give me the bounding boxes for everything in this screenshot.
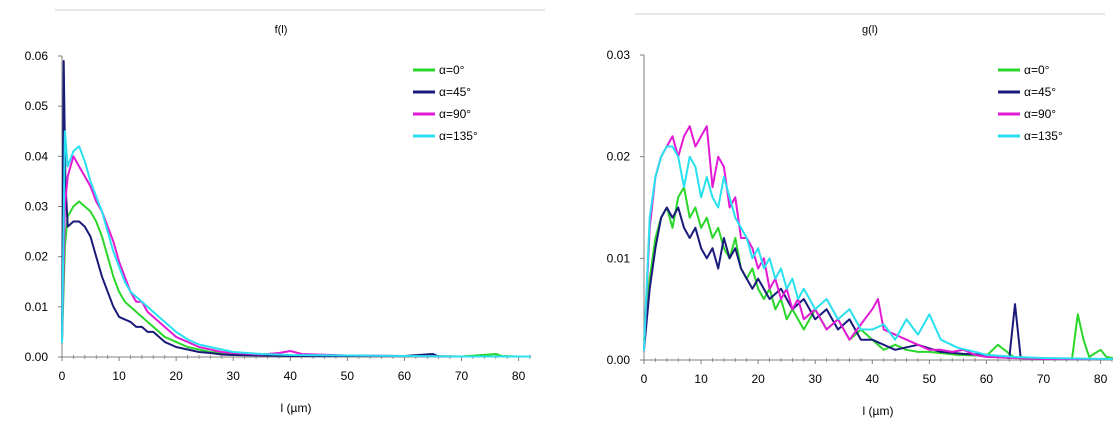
series-line-alpha-45 [61,60,531,358]
x-tick-label: 80 [1094,372,1108,386]
x-axis-label: l (µm) [863,404,894,418]
legend-label: α=45° [439,85,471,99]
x-tick-label: 60 [980,372,994,386]
y-tick-label: 0.04 [25,149,49,163]
x-tick-label: 80 [512,369,526,383]
y-tick-label: 0.02 [607,150,631,164]
y-tick-label: 0.01 [607,251,631,265]
series-line-alpha-0 [61,200,531,358]
x-tick-label: 30 [809,372,823,386]
y-tick-label: 0.06 [25,49,49,63]
x-tick-label: 40 [284,369,298,383]
x-tick-label: 60 [398,369,412,383]
series-line-alpha-135 [61,130,531,358]
x-tick-label: 70 [1037,372,1051,386]
chart-panel-f: f(l) 0.00 0.01 0.02 0.03 0.04 0.05 0.06 0 10 20 30 4… [25,9,545,415]
x-tick-label: 70 [455,369,469,383]
x-tick-label: 40 [866,372,880,386]
chart-panel-g: g(l) 0.00 0.01 0.02 0.03 0 10 20 30 40 50 60 70 80 l (… [607,13,1113,418]
legend: α=0° α=45° α=90° α=135° [413,63,478,143]
chart-title: g(l) [862,24,878,36]
series-line-alpha-90 [643,125,1113,360]
x-tick-label: 10 [694,372,708,386]
x-tick-label: 30 [227,369,241,383]
series-line-alpha-135 [643,145,1113,360]
series-line-alpha-45 [643,206,1113,360]
x-tick-label: 10 [112,369,126,383]
legend-label: α=90° [1024,107,1056,121]
legend-label: α=45° [1024,85,1056,99]
legend-label: α=90° [439,107,471,121]
y-tick-label: 0.01 [25,300,49,314]
x-tick-label: 50 [341,369,355,383]
legend-label: α=0° [439,63,465,77]
x-axis-label: l (µm) [281,401,312,415]
x-tick-label: 0 [641,372,648,386]
y-tick-label: 0.03 [25,200,49,214]
y-tick-label: 0.02 [25,250,49,264]
series-line-alpha-90 [61,155,531,358]
legend-label: α=135° [439,129,478,143]
y-tick-label: 0.00 [25,350,49,364]
legend-label: α=135° [1024,129,1063,143]
y-tick-label: 0.05 [25,99,49,113]
x-tick-label: 0 [59,369,66,383]
legend-label: α=0° [1024,63,1050,77]
x-tick-label: 50 [923,372,937,386]
legend: α=0° α=45° α=90° α=135° [998,63,1063,143]
x-tick-label: 20 [751,372,765,386]
chart-title: f(l) [275,24,288,36]
x-tick-label: 20 [169,369,183,383]
series-line-alpha-0 [643,186,1113,360]
y-tick-label: 0.00 [607,353,631,367]
y-tick-label: 0.03 [607,48,631,62]
